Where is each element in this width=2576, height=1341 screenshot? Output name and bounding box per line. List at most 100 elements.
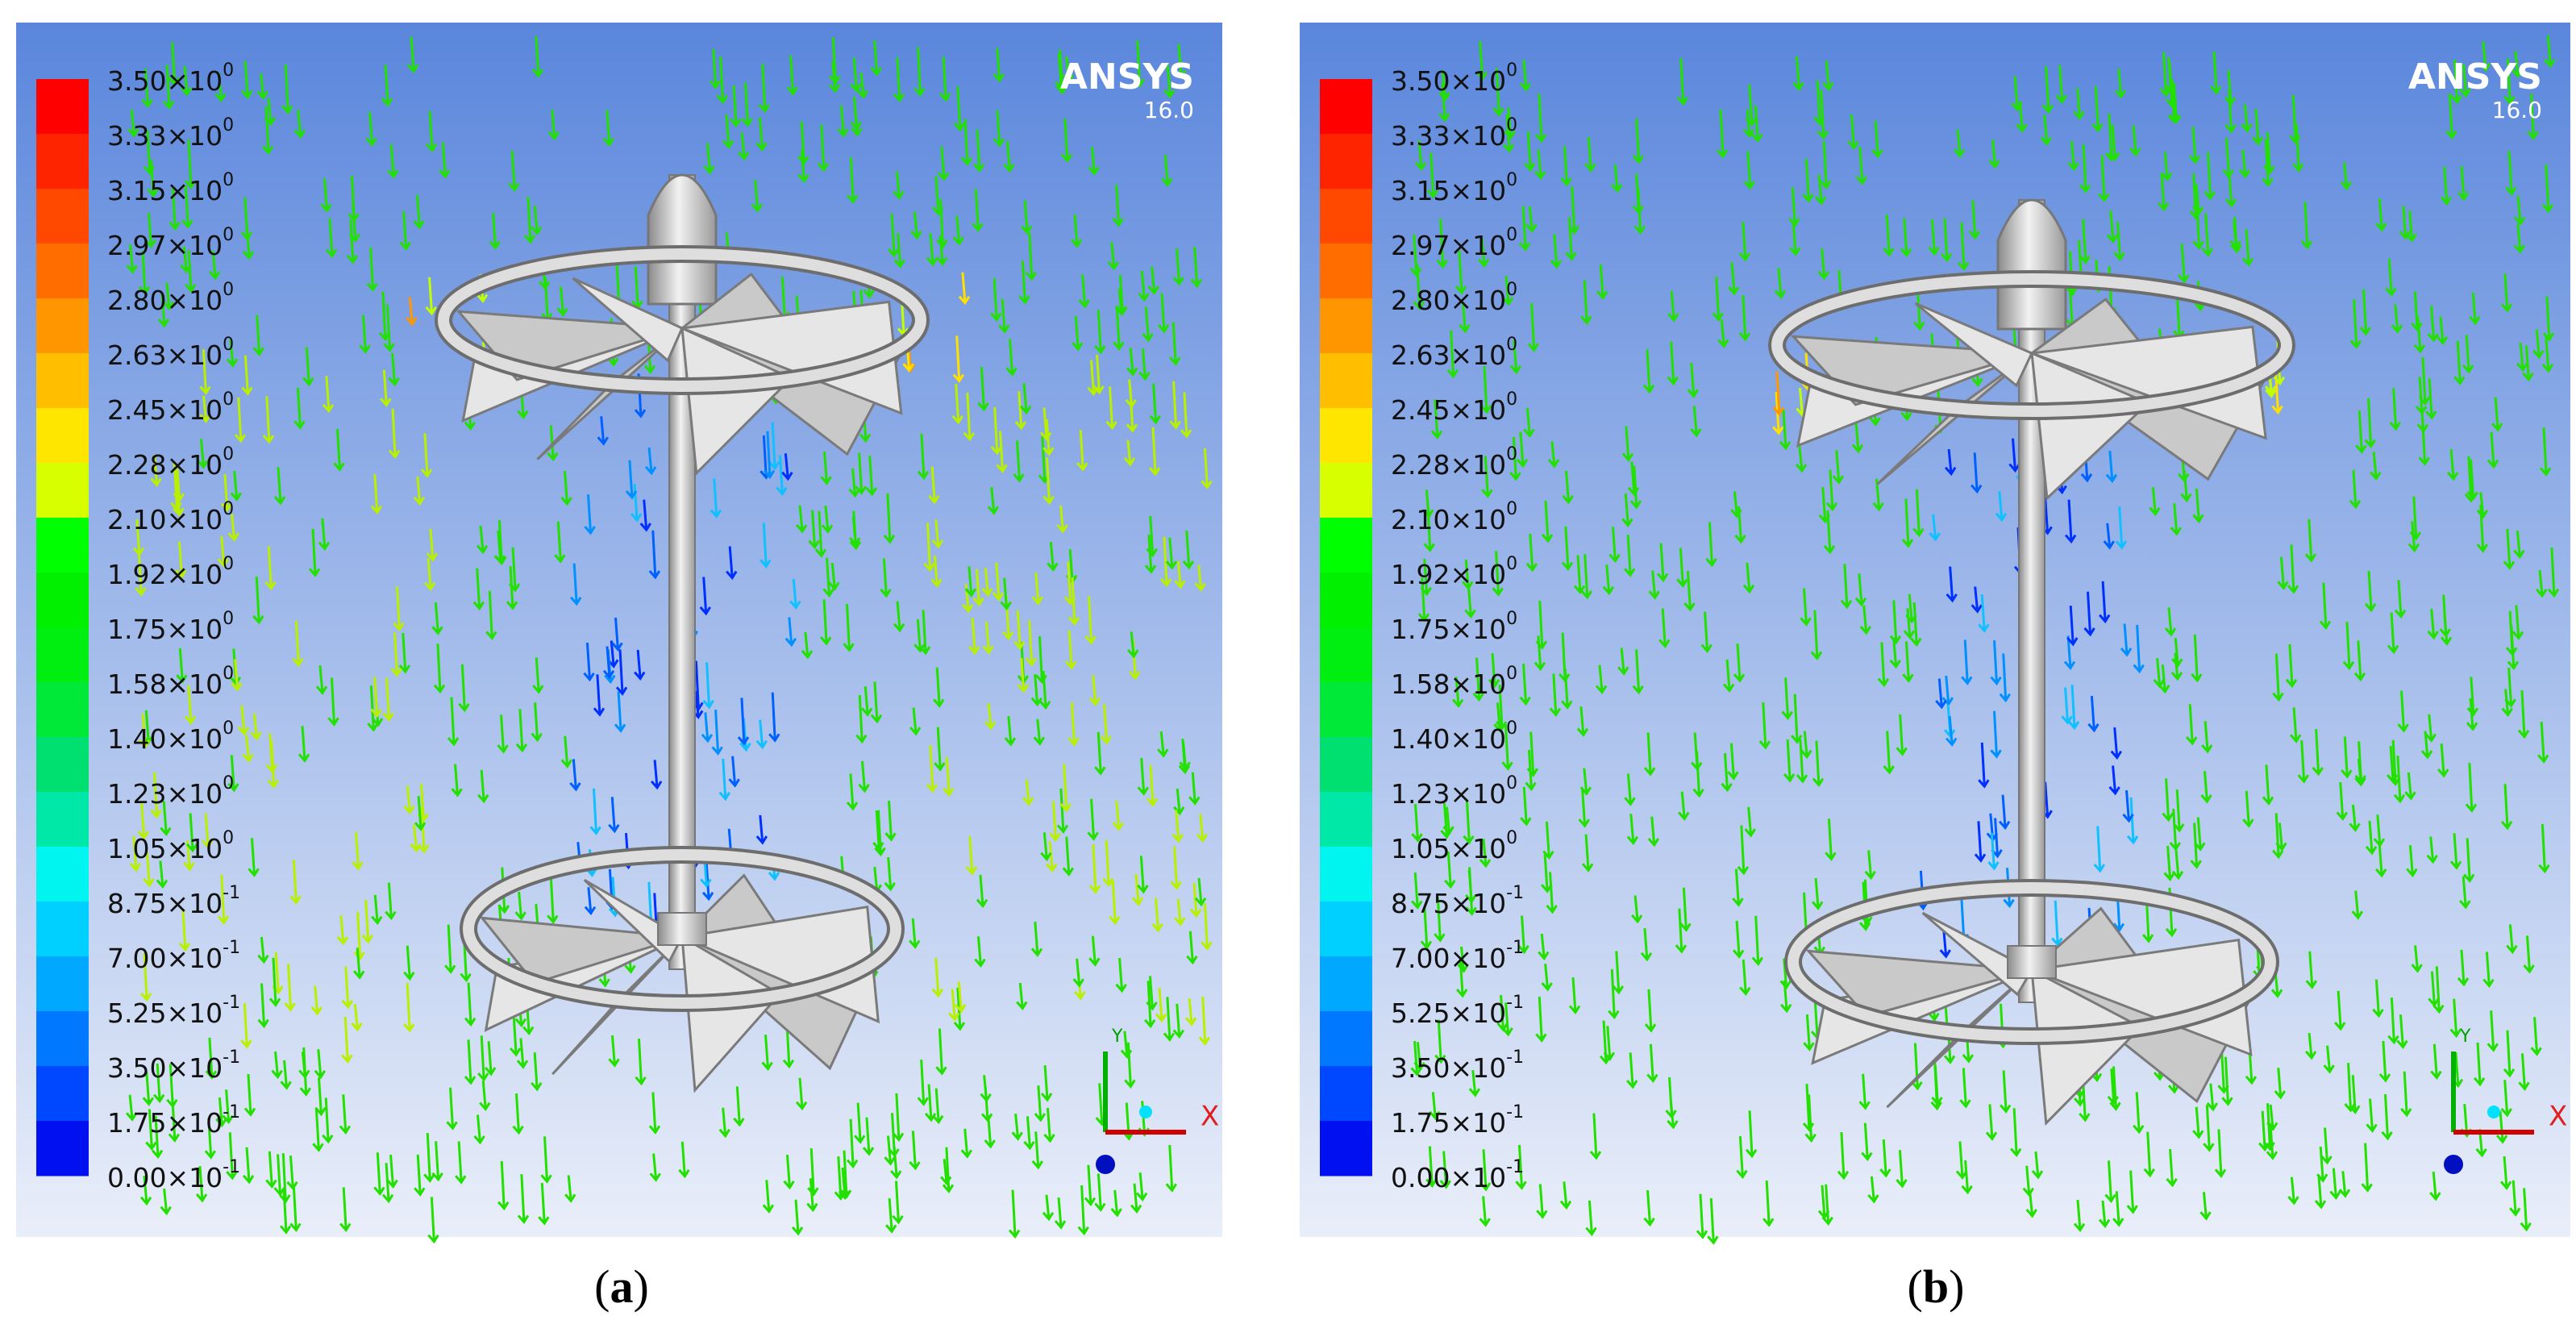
vector-arrow — [458, 664, 470, 713]
vector-arrow — [1667, 290, 1679, 323]
vector-arrow — [261, 106, 274, 156]
vector-arrow — [1110, 1189, 1122, 1218]
vector-arrow — [1420, 906, 1433, 950]
vector-arrow — [531, 206, 543, 235]
vector-arrow — [2031, 1151, 2044, 1180]
label-exponent: -1 — [223, 1157, 240, 1177]
colorbar-band — [1320, 627, 1372, 683]
label-exponent: 0 — [223, 773, 234, 793]
vector-arrow — [1585, 1200, 1597, 1237]
vector-arrow — [761, 1035, 773, 1072]
vector-arrow — [199, 349, 211, 395]
vector-arrow — [1100, 704, 1112, 745]
vector-arrow — [890, 1147, 902, 1180]
vector-arrow — [378, 291, 391, 342]
vector-arrow — [1732, 920, 1745, 959]
vector-arrow — [1000, 577, 1012, 611]
vector-arrow — [821, 505, 834, 534]
vector-arrow — [1034, 1085, 1047, 1122]
vector-arrow — [1116, 274, 1128, 315]
vector-arrow — [151, 1115, 164, 1160]
vector-arrow — [2115, 506, 2128, 550]
vector-arrow — [1621, 426, 1634, 462]
vector-arrow — [2365, 820, 2378, 856]
vector-arrow — [1501, 276, 1514, 306]
vector-arrow — [1751, 105, 1763, 144]
vector-arrow — [1088, 147, 1100, 176]
label-mantissa: 3.50×10 — [107, 1052, 223, 1084]
vector-arrow — [2314, 1175, 2327, 1210]
label-exponent: -1 — [223, 938, 240, 958]
vector-arrow — [1078, 274, 1090, 309]
vector-arrow — [2450, 59, 2462, 105]
vector-arrow — [312, 1108, 324, 1152]
vector-arrow — [180, 65, 193, 97]
label-mantissa: 1.92×10 — [1391, 559, 1506, 590]
vector-arrow — [1889, 637, 1901, 669]
vector-arrow — [1957, 222, 1970, 272]
vector-arrow — [353, 947, 365, 980]
vector-arrow — [711, 710, 723, 756]
vector-arrow — [909, 918, 921, 949]
vector-arrow — [1174, 898, 1186, 927]
vector-arrow — [2051, 900, 2063, 947]
vector-arrow — [2406, 845, 2418, 878]
vector-arrow — [1464, 587, 1476, 619]
vector-arrow — [1536, 1184, 1548, 1219]
vector-arrow — [145, 1109, 157, 1152]
vector-arrow — [1525, 206, 1538, 233]
vector-arrow — [1940, 218, 1953, 263]
vector-arrow — [819, 599, 832, 646]
vector-arrow — [2446, 448, 2459, 481]
vector-arrow — [420, 433, 433, 478]
vector-arrow — [231, 659, 243, 692]
colorbar-label: 3.15×100 — [1391, 170, 1517, 206]
vector-arrow — [1468, 1069, 1481, 1097]
vector-arrow — [226, 339, 239, 368]
vector-arrow — [1561, 527, 1574, 571]
vector-arrow — [1812, 740, 1825, 788]
vector-arrow — [2126, 1170, 2138, 1214]
vector-arrow — [1712, 276, 1724, 322]
vector-arrow — [157, 293, 170, 328]
vector-arrow — [370, 677, 382, 718]
colorbar-label: 1.23×100 — [107, 773, 234, 810]
vector-arrow — [2344, 1063, 2356, 1113]
label-exponent: 0 — [1506, 444, 1517, 464]
vector-arrow — [625, 460, 638, 500]
vector-arrow — [1201, 902, 1213, 951]
vector-arrow — [1159, 536, 1172, 588]
vector-arrow — [958, 272, 971, 306]
vector-arrow — [2354, 758, 2366, 787]
vector-arrow — [1550, 234, 1563, 269]
vector-arrow — [1520, 786, 1532, 827]
vector-arrow — [1626, 1052, 1638, 1089]
version: 16.0 — [2492, 97, 2542, 123]
vector-arrow — [726, 546, 738, 581]
vector-arrow — [1675, 908, 1688, 954]
vector-arrow — [1751, 915, 1764, 966]
vector-arrow — [1124, 1042, 1136, 1089]
vector-arrow — [1088, 935, 1101, 967]
vector-arrow — [1501, 1002, 1513, 1037]
vector-arrow — [1871, 120, 1883, 159]
colorbar-label: 8.75×10-1 — [107, 883, 240, 919]
vector-arrow — [1107, 242, 1120, 271]
vector-arrow — [1867, 1176, 1879, 1204]
colorbar-band — [36, 627, 89, 683]
vector-arrow — [298, 1052, 310, 1079]
vector-arrow — [2341, 736, 2353, 779]
vector-arrow — [2106, 210, 2119, 244]
vector-arrow — [1515, 1144, 1527, 1190]
vector-arrow — [703, 143, 715, 175]
vector-arrow — [1825, 469, 1838, 512]
vector-arrow — [1821, 1184, 1833, 1226]
vector-arrow — [2274, 1068, 2287, 1100]
vector-arrow — [1064, 630, 1077, 670]
vector-arrow — [1516, 431, 1529, 469]
vector-arrow — [160, 801, 172, 837]
vector-arrow — [125, 1094, 138, 1122]
vector-arrow — [2129, 125, 2141, 157]
vector-arrow — [1727, 262, 1740, 296]
colorbar-label: 2.45×100 — [107, 389, 234, 426]
